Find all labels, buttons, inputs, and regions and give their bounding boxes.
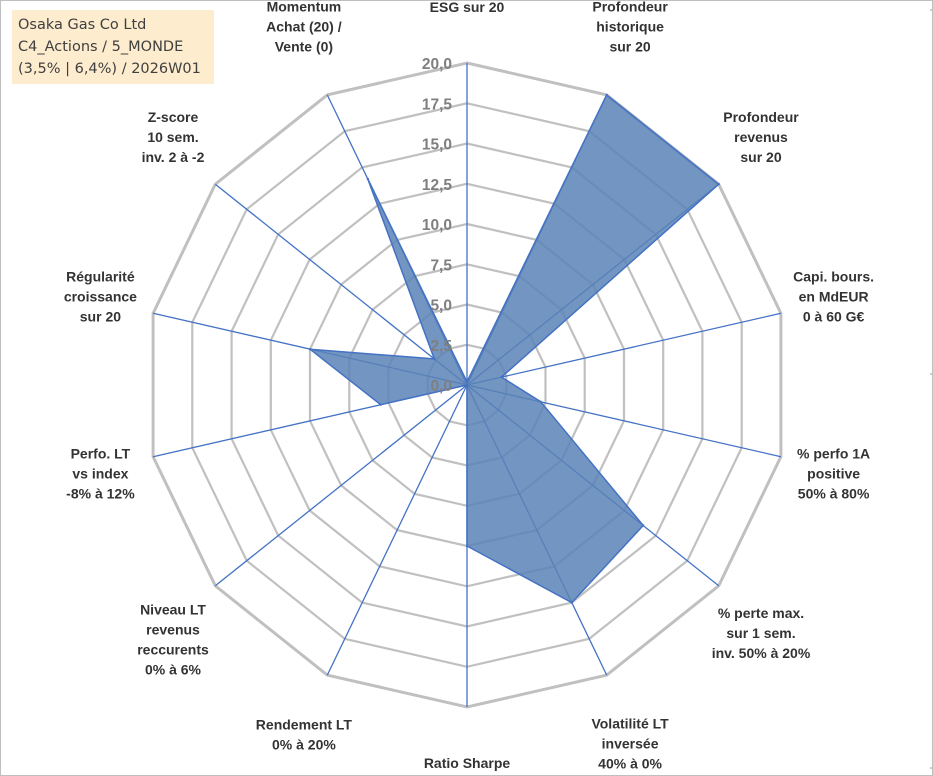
data-point-12: [433, 357, 436, 361]
tick-label-6: 15,0: [422, 137, 452, 154]
data-point-0: [465, 380, 469, 383]
tick-label-8: 20,0: [422, 56, 452, 73]
data-point-9: [465, 383, 469, 387]
tick-label-2: 5,0: [430, 298, 452, 315]
data-point-5: [642, 524, 645, 527]
axis-label-1: Profondeur historique sur 20: [592, 0, 668, 54]
data-point-13: [366, 177, 369, 181]
axis-label-3: Capi. bours. en MdEUR 0 à 60 G€: [793, 268, 874, 324]
axis-label-5: % perte max. sur 1 sem. inv. 50% à 20%: [712, 605, 811, 661]
spoke-12: [214, 183, 468, 386]
data-point-6: [570, 601, 573, 604]
tick-label-0: 0,0: [430, 378, 452, 395]
axis-label-7: Ratio Sharpe0 à 1: [424, 755, 511, 776]
edge-marker-middle: [930, 373, 932, 375]
tick-label-1: 2,5: [430, 338, 452, 355]
edge-marker-top: [930, 9, 932, 11]
axis-label-12: Z-score 10 sem. inv. 2 à -2: [142, 109, 205, 165]
tick-label-7: 17,5: [422, 96, 453, 113]
axis-label-2: Profondeur revenus sur 20: [723, 109, 799, 165]
axis-label-11: Régularité croissance sur 20: [64, 268, 137, 324]
tick-label-3: 7,5: [430, 257, 452, 274]
data-point-11: [308, 348, 312, 351]
radial-tick-labels: 0,0 2,5 5,0 7,5 10,0 12,5 15,0 17,5 20,0: [422, 56, 453, 395]
data-point-4: [539, 400, 542, 403]
edge-marker-bottom: [930, 767, 932, 769]
axis-label-9: Niveau LT revenus reccurents 0% à 6%: [137, 601, 209, 677]
spoke-9: [214, 384, 468, 587]
series-area-0: [309, 94, 720, 604]
tick-label-4: 10,0: [422, 217, 452, 234]
data-point-7: [465, 544, 469, 548]
data-point-10: [379, 403, 382, 406]
data-point-3: [500, 375, 503, 379]
spoke-8: [326, 384, 468, 676]
portfolio-category: C4_Actions / 5_MONDE: [18, 39, 184, 55]
data-point-2: [717, 183, 720, 186]
axis-label-13: Momentum Achat (20) / Vente (0): [266, 0, 342, 54]
info-box: Osaka Gas Co Ltd C4_Actions / 5_MONDE (3…: [12, 10, 214, 84]
data-point-1: [605, 93, 608, 97]
company-name: Osaka Gas Co Ltd: [18, 17, 147, 33]
axis-label-8: Rendement LT 0% à 20%: [256, 717, 353, 753]
spoke-3: [466, 312, 782, 386]
radar-series: [308, 93, 720, 604]
axis-label-4: % perfo 1A positive 50% à 80%: [797, 446, 870, 502]
tick-label-5: 12,5: [422, 177, 453, 194]
axis-label-6: Volatilité LT inversée 40% à 0%: [591, 716, 669, 772]
axis-label-10: Perfo. LT vs index -8% à 12%: [66, 446, 135, 502]
rate-and-week: (3,5% | 6,4%) / 2026W01: [18, 61, 201, 77]
axis-label-0: NoteESG sur 20: [430, 0, 505, 15]
